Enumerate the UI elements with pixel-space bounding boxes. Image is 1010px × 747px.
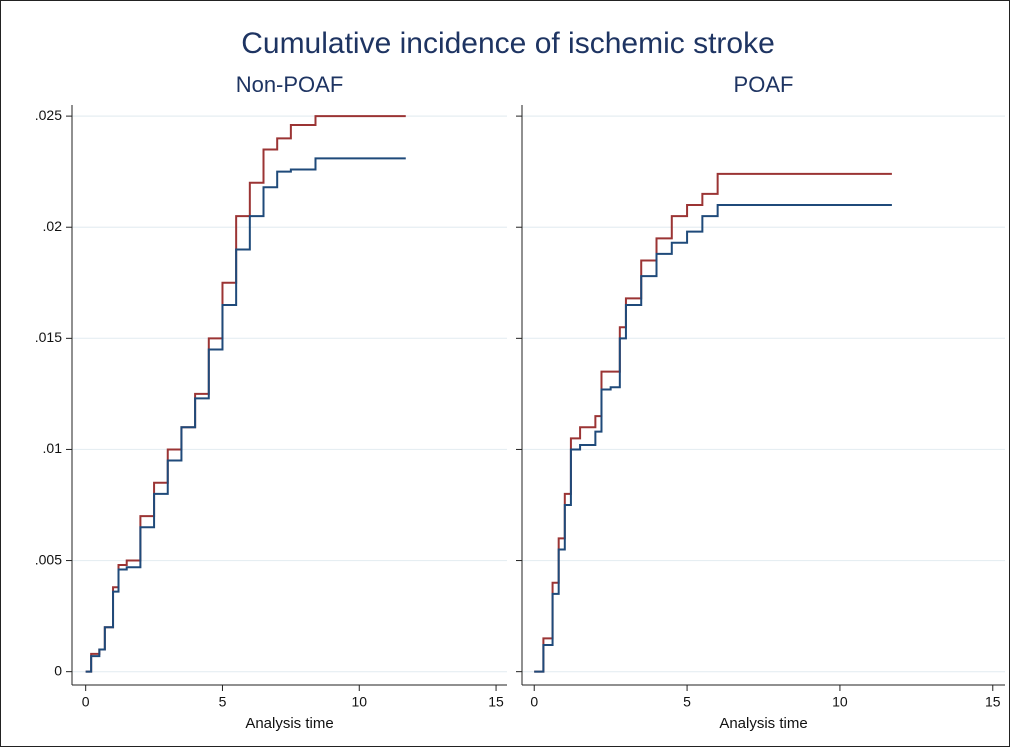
y-tick-label: .005 (35, 551, 62, 567)
series-line (534, 204, 892, 673)
x-tick-label: 5 (683, 694, 691, 710)
x-tick-label: 15 (985, 694, 1001, 710)
y-tick-label: 0 (54, 662, 62, 678)
chart-title: Cumulative incidence of ischemic stroke (241, 27, 775, 60)
y-tick-label: .015 (35, 329, 62, 345)
y-tick-label: .01 (43, 440, 63, 456)
x-tick-label: 15 (488, 694, 504, 710)
x-axis-label: Analysis time (245, 715, 333, 732)
x-tick-label: 5 (219, 694, 227, 710)
x-tick-label: 0 (82, 694, 90, 710)
x-tick-label: 10 (351, 694, 367, 710)
y-tick-label: .025 (35, 107, 62, 123)
x-axis-label: Analysis time (719, 715, 807, 732)
x-tick-label: 0 (530, 694, 538, 710)
y-tick-label: .02 (43, 218, 63, 234)
x-tick-label: 10 (832, 694, 848, 710)
panel-title: POAF (734, 72, 794, 97)
series-line (85, 157, 406, 673)
panel-title: Non-POAF (236, 72, 344, 97)
